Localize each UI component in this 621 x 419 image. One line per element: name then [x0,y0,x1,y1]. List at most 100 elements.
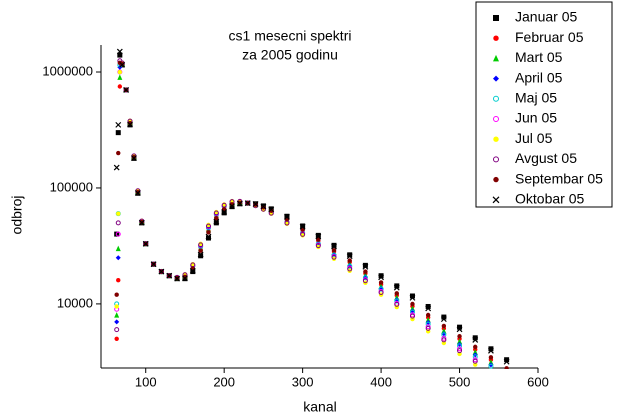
marker-cross [205,233,212,240]
marker-cross [503,358,510,365]
marker-dot [198,248,203,253]
marker-ring [472,357,478,363]
legend-label: Oktobar 05 [515,191,584,207]
marker-cross [252,201,259,207]
legend-label: Mart 05 [515,49,563,65]
marker-cross [123,87,130,93]
marker-triangle [493,54,499,62]
marker-dot [457,334,462,339]
marker-ring [300,231,306,237]
marker-square [221,210,227,216]
marker-ring [213,210,219,216]
marker-dot [114,336,119,342]
marker-ring [457,346,463,352]
marker-triangle [409,305,415,312]
legend-label: Maj 05 [515,90,557,106]
marker-ring [409,313,415,319]
marker-cross [492,196,500,204]
x-tick-label: 100 [135,374,157,389]
marker-cross [174,275,181,282]
marker-diamond [114,319,120,325]
marker-dot [493,136,499,142]
marker-square [205,235,211,241]
marker-triangle [488,359,494,365]
y-tick-label: 10000 [57,295,93,310]
marker-cross [393,284,400,291]
marker-cross [119,61,126,68]
marker-dot [182,274,188,280]
x-axis-label: kanal [303,399,336,415]
marker-cross [142,240,149,247]
marker-dot [378,280,384,285]
marker-square [457,324,463,330]
marker-diamond [441,331,447,337]
marker-cross [189,267,196,274]
marker-square [493,15,499,21]
marker-cross [331,243,337,250]
x-tick-label: 500 [449,374,471,389]
x-tick-label: 600 [527,374,549,389]
marker-dot [363,269,368,274]
marker-ring [488,363,494,369]
marker-diamond [488,362,494,368]
marker-dot [473,344,478,350]
marker-cross [260,203,267,210]
marker-triangle [441,327,447,334]
marker-cross [268,206,275,213]
marker-ring [205,223,211,229]
marker-ring [394,301,400,307]
marker-cross [315,233,322,240]
marker-square [198,253,204,259]
marker-cross [244,200,251,207]
marker-diamond [115,255,121,261]
marker-square [315,232,321,238]
marker-cross [150,261,157,268]
marker-ring [378,286,384,292]
marker-square [409,293,415,299]
marker-cross [221,209,228,215]
marker-dot [316,244,321,250]
marker-ring [493,116,499,122]
marker-ring [394,298,400,304]
marker-dot [316,237,321,242]
marker-triangle [117,74,123,80]
marker-cross [229,203,235,209]
marker-square [488,346,494,352]
marker-ring [472,358,478,364]
marker-cross [488,347,494,354]
marker-square [378,273,384,279]
plot-area [113,48,510,369]
marker-dot [261,205,266,210]
marker-ring [425,325,431,331]
marker-ring [378,289,384,295]
marker-ring [457,343,463,349]
marker-cross [346,253,353,260]
marker-ring [425,324,431,330]
marker-square [300,223,306,229]
legend-label: Septembar 05 [515,170,603,186]
marker-dot [116,211,121,216]
marker-ring [114,327,120,333]
marker-cross [113,164,120,171]
marker-cross [362,263,369,270]
marker-dot [116,278,121,283]
marker-cross [425,305,432,312]
marker-ring [198,242,204,248]
marker-dot [394,291,399,296]
marker-ring [493,156,499,163]
marker-triangle [425,316,431,323]
marker-cross [115,121,122,128]
marker-square [362,262,368,268]
marker-cross [158,268,165,275]
marker-dot [493,35,499,41]
marker-dot [114,292,119,297]
marker-dot [114,304,119,309]
marker-dot [117,69,123,75]
marker-square [347,252,353,258]
marker-dot [116,150,121,156]
marker-square [425,303,431,309]
marker-diamond [394,297,400,303]
marker-cross [284,214,290,220]
marker-ring [362,275,368,281]
